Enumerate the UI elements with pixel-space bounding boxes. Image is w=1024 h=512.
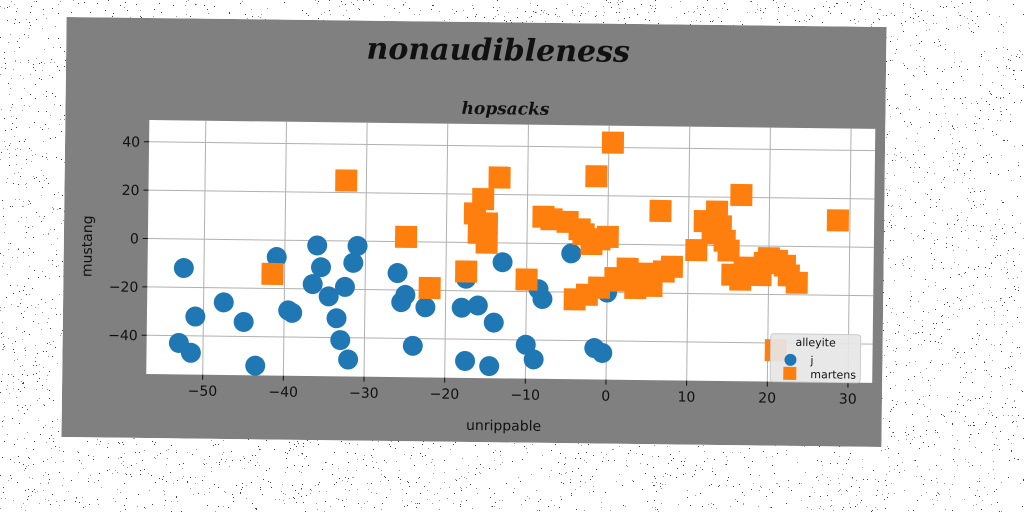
legend-marker-martens — [783, 366, 797, 380]
point-martens — [394, 225, 418, 248]
point-martens — [660, 255, 684, 278]
point-j — [532, 289, 553, 310]
point-j — [387, 263, 408, 284]
point-j — [451, 297, 472, 318]
x-tick-label: −40 — [268, 385, 298, 401]
legend-label-j: j — [809, 354, 813, 367]
point-j — [307, 235, 328, 256]
point-j — [282, 302, 303, 323]
x-tick-label: −20 — [430, 386, 460, 402]
chart-subtitle: hopsacks — [461, 99, 550, 120]
point-martens — [455, 260, 478, 283]
point-j — [245, 355, 266, 376]
x-tick-label: 20 — [758, 390, 776, 406]
y-grid-line — [147, 238, 874, 248]
point-j — [467, 295, 488, 316]
point-j — [180, 342, 201, 363]
point-j — [492, 252, 513, 273]
y-axis-label: mustang — [79, 215, 96, 277]
point-martens — [475, 212, 499, 235]
point-j — [185, 306, 206, 327]
chart-figure: nonaudibleness hopsacks −50 −40 −30 −20 −10 0… — [61, 17, 887, 447]
point-j — [302, 274, 323, 295]
point-j — [318, 286, 339, 307]
chart-title: nonaudibleness — [366, 32, 630, 70]
point-j — [515, 334, 536, 355]
x-tick-label: −10 — [510, 387, 540, 403]
point-j — [561, 243, 582, 264]
x-tick-label: 0 — [601, 389, 610, 405]
point-j — [483, 312, 504, 333]
point-j — [338, 349, 359, 370]
point-martens — [475, 231, 498, 254]
point-j — [233, 311, 254, 332]
point-j — [173, 258, 194, 279]
point-j — [415, 297, 436, 318]
point-martens — [596, 225, 619, 249]
x-tick-label: 30 — [839, 391, 857, 407]
chart-canvas: nonaudibleness hopsacks −50 −40 −30 −20 −10 0… — [61, 17, 887, 447]
point-j — [395, 284, 416, 305]
x-tick-label: 10 — [677, 389, 695, 405]
point-martens — [472, 187, 495, 211]
legend: alleyite j martens — [769, 333, 862, 384]
point-martens — [685, 238, 708, 262]
x-grid-line — [202, 120, 207, 375]
y-tick-label: 20 — [122, 183, 140, 199]
y-tick-label: −20 — [109, 279, 139, 295]
point-martens — [335, 169, 358, 192]
point-j — [330, 330, 351, 351]
point-martens — [601, 131, 625, 154]
legend-title: alleyite — [795, 336, 836, 349]
point-j — [479, 356, 500, 377]
data-points — [168, 131, 850, 377]
y-grid-line — [147, 286, 874, 297]
point-martens — [826, 209, 850, 232]
point-martens — [717, 239, 740, 262]
point-martens — [418, 276, 441, 300]
point-j — [347, 235, 368, 256]
x-grid-line — [444, 123, 449, 378]
point-martens — [488, 166, 511, 189]
x-tick-label: −30 — [349, 385, 379, 401]
legend-label-martens: martens — [810, 368, 856, 382]
point-j — [310, 257, 331, 278]
y-grid-line — [149, 141, 876, 152]
point-j — [326, 308, 347, 329]
legend-marker-j — [784, 353, 797, 366]
x-tick-label: −50 — [188, 384, 218, 400]
y-grid-line — [146, 334, 873, 345]
point-j — [343, 252, 364, 273]
point-martens — [585, 165, 608, 188]
axis-ticks: −50 −40 −30 −20 −10 0 10 20 30 −40 −20 0 20 40 — [108, 134, 857, 407]
x-axis-label: unrippable — [466, 418, 541, 435]
point-martens — [785, 271, 808, 294]
y-grid-line — [148, 189, 875, 200]
y-tick-label: 0 — [130, 231, 139, 247]
x-grid-line — [282, 121, 287, 376]
y-tick-label: −40 — [108, 328, 138, 344]
point-martens — [730, 183, 753, 207]
point-martens — [649, 199, 672, 223]
point-j — [455, 350, 476, 371]
point-j — [523, 349, 544, 370]
point-j — [402, 335, 423, 356]
point-martens — [515, 268, 538, 291]
point-martens — [261, 262, 284, 286]
x-grid-line — [605, 125, 610, 380]
point-j — [266, 247, 287, 268]
point-j — [334, 276, 355, 297]
point-j — [213, 292, 234, 313]
y-tick-label: 40 — [122, 134, 140, 150]
point-j — [592, 342, 613, 363]
